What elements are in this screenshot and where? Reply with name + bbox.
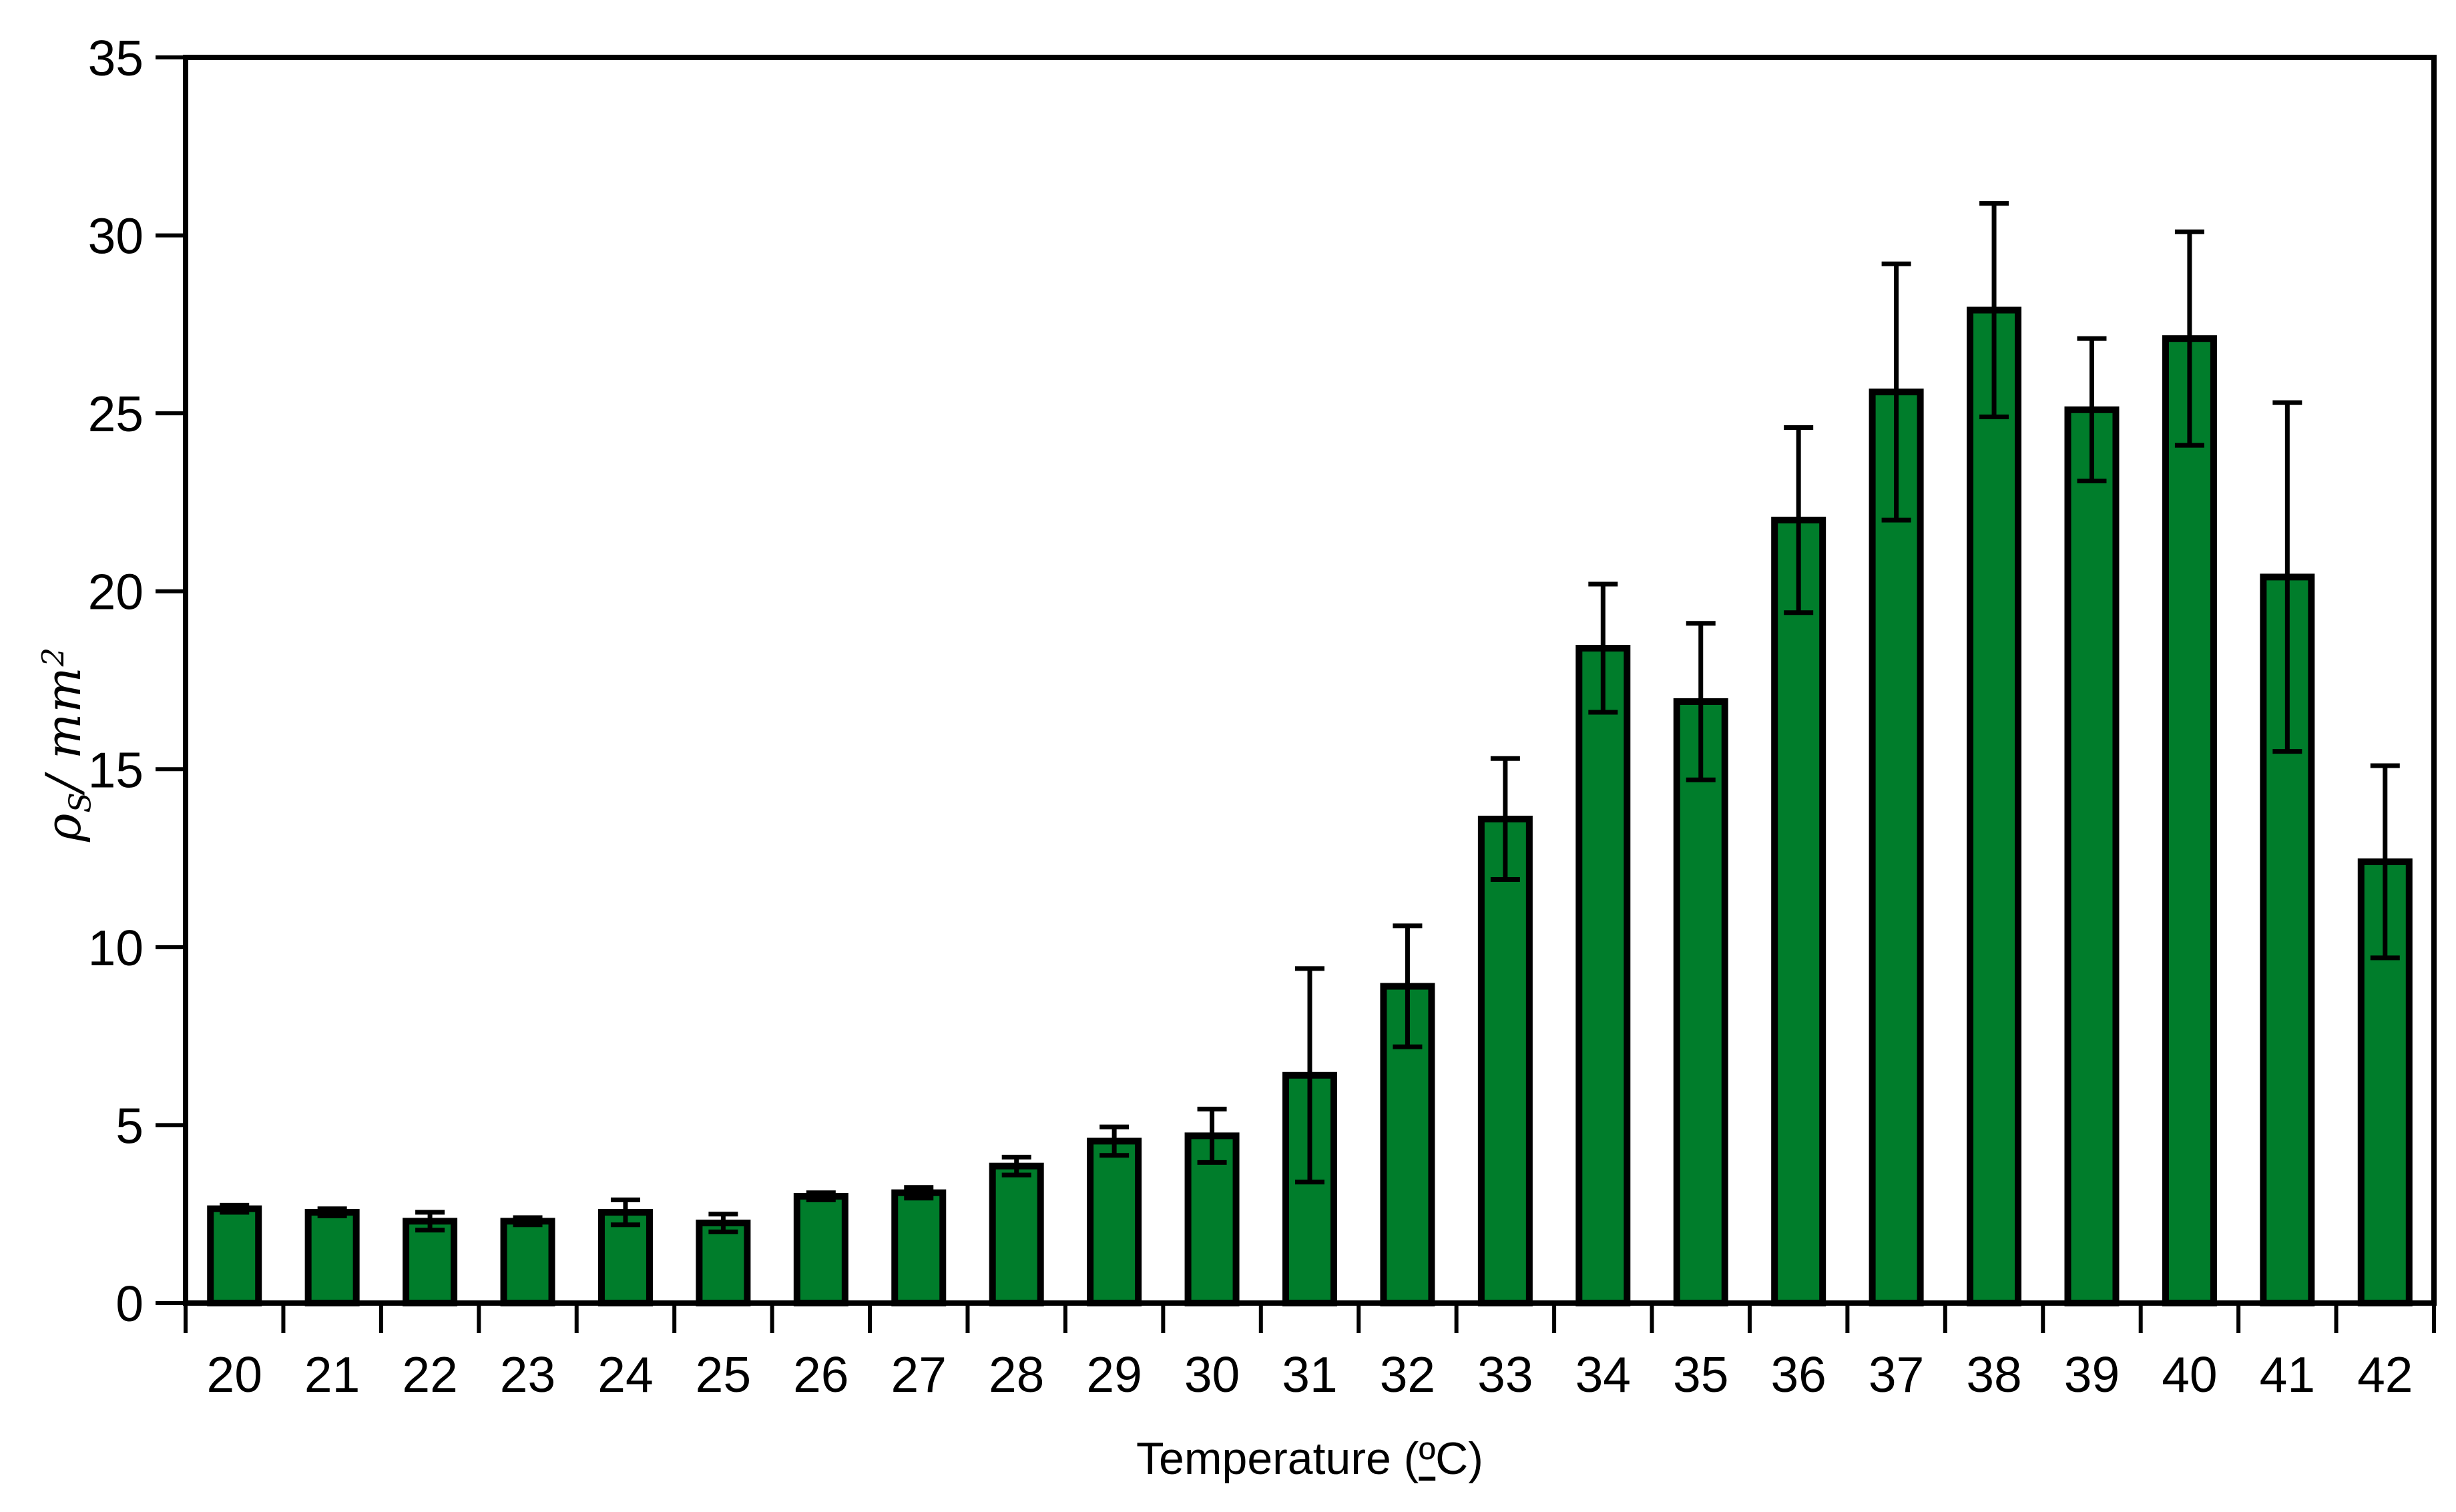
x-tick-label: 25 (696, 1346, 751, 1403)
bar-36 (1771, 517, 1826, 1306)
bar-20 (207, 1205, 262, 1307)
bar-35 (1673, 698, 1728, 1306)
x-tick-label: 24 (597, 1346, 653, 1403)
y-tick-label: 35 (88, 30, 144, 86)
x-tick-label: 39 (2064, 1346, 2120, 1403)
bar-24 (597, 1209, 653, 1307)
x-axis-title-pre: Temperature ( (1136, 1433, 1419, 1484)
x-axis-title: Temperature (ºC) (1136, 1433, 1483, 1485)
x-tick-label: 33 (1477, 1346, 1533, 1403)
y-tick-label: 0 (115, 1276, 144, 1332)
y-axis-title: ρS/ mm2 (35, 646, 97, 842)
x-tick-label: 23 (500, 1346, 555, 1403)
x-axis-title-ordinal: º (1419, 1433, 1436, 1484)
x-tick-label: 20 (206, 1346, 262, 1403)
bar-29 (1087, 1138, 1142, 1307)
bar-38 (1967, 306, 2022, 1307)
bar-37 (1869, 389, 1924, 1306)
y-axis-title-mid: / mm (35, 666, 91, 792)
y-axis-title-rho: ρ (35, 812, 91, 842)
bar-39 (2064, 406, 2120, 1306)
x-tick-label: 38 (1966, 1346, 2021, 1403)
x-tick-label: 40 (2162, 1346, 2217, 1403)
x-tick-label: 22 (402, 1346, 457, 1403)
x-tick-label: 41 (2260, 1346, 2315, 1403)
x-tick-label: 21 (304, 1346, 360, 1403)
x-tick-label: 37 (1869, 1346, 1924, 1403)
x-tick-label: 31 (1282, 1346, 1337, 1403)
x-tick-label: 34 (1575, 1346, 1631, 1403)
y-tick-label: 5 (115, 1097, 144, 1154)
x-tick-label: 27 (891, 1346, 947, 1403)
x-tick-label: 35 (1673, 1346, 1728, 1403)
x-tick-label: 26 (793, 1346, 848, 1403)
x-tick-label: 29 (1086, 1346, 1142, 1403)
bar-34 (1575, 645, 1631, 1306)
bar-27 (891, 1189, 947, 1306)
x-axis-title-post: C) (1435, 1433, 1483, 1484)
y-axis-title-sup: 2 (36, 646, 71, 667)
x-tick-label: 32 (1380, 1346, 1435, 1403)
y-tick-label: 20 (88, 564, 144, 620)
bar-23 (500, 1218, 555, 1307)
bar-26 (793, 1193, 848, 1306)
x-tick-label: 30 (1184, 1346, 1240, 1403)
bar-21 (304, 1209, 360, 1307)
y-tick-label: 15 (88, 742, 144, 798)
bar-28 (989, 1162, 1044, 1306)
y-tick-label: 30 (88, 208, 144, 264)
x-tick-label: 42 (2357, 1346, 2413, 1403)
bar-25 (696, 1220, 751, 1306)
bar-22 (403, 1218, 458, 1307)
bar-33 (1477, 815, 1533, 1306)
bar-40 (2162, 335, 2217, 1306)
x-tick-label: 28 (989, 1346, 1044, 1403)
y-tick-label: 25 (88, 386, 144, 442)
y-axis-title-sub: S (63, 792, 98, 813)
x-tick-label: 36 (1770, 1346, 1826, 1403)
y-tick-label: 10 (88, 920, 144, 976)
